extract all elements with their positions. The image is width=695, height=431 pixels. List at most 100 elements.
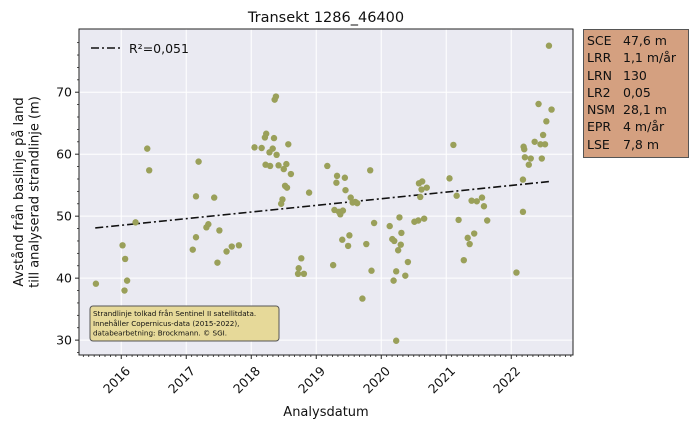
- data-point: [121, 287, 128, 294]
- legend: R²=0,051: [91, 41, 189, 56]
- data-point: [453, 192, 460, 199]
- stat-row-lr2: LR2 0,05: [587, 84, 688, 101]
- data-point: [205, 221, 212, 228]
- data-point: [368, 267, 375, 274]
- data-point: [283, 160, 290, 168]
- data-point: [484, 217, 491, 224]
- data-point: [404, 258, 412, 266]
- data-point: [354, 199, 361, 207]
- data-point: [189, 246, 196, 253]
- data-point: [192, 234, 200, 241]
- data-point: [272, 93, 280, 100]
- data-point: [460, 256, 467, 264]
- data-point: [119, 242, 126, 249]
- data-point: [270, 134, 278, 142]
- stat-row-lse: LSE 7,8 m: [587, 136, 688, 153]
- data-point: [398, 229, 405, 237]
- data-point: [342, 186, 349, 194]
- x-tick-label: 2018: [230, 363, 263, 396]
- data-point: [541, 141, 549, 148]
- x-axis-label: Analysdatum: [283, 405, 368, 420]
- x-tick-label: 2020: [360, 363, 393, 396]
- data-point: [525, 161, 532, 168]
- stat-row-nsm: NSM 28,1 m: [587, 101, 688, 118]
- data-point: [324, 162, 331, 170]
- data-point: [537, 141, 544, 148]
- data-point: [415, 217, 422, 224]
- data-point: [480, 203, 488, 210]
- y-tick-label: 40: [56, 271, 72, 286]
- stat-value: 1,1 m/år: [623, 50, 677, 66]
- data-point: [464, 234, 471, 242]
- annotation-line: Strandlinje tolkad från Sentinel II sate…: [93, 309, 256, 318]
- y-tick-labels: 30 40 50 60 70: [56, 85, 72, 348]
- data-point: [341, 174, 349, 181]
- stat-key: EPR: [587, 119, 612, 135]
- data-point: [446, 175, 453, 182]
- data-point: [473, 198, 480, 205]
- data-point: [535, 100, 542, 108]
- data-point: [300, 270, 308, 278]
- data-point: [402, 272, 409, 279]
- data-point: [279, 196, 286, 203]
- data-point: [298, 255, 305, 262]
- data-point: [235, 242, 243, 249]
- stat-row-lrn: LRN 130: [587, 67, 688, 84]
- data-point: [344, 242, 352, 250]
- data-point: [450, 141, 457, 149]
- data-point: [390, 277, 397, 284]
- y-tick-label: 30: [56, 333, 72, 348]
- data-point: [527, 155, 534, 162]
- stat-value: 0,05: [623, 84, 651, 100]
- data-point: [92, 280, 100, 287]
- data-point: [258, 144, 265, 152]
- data-point: [513, 269, 520, 276]
- data-point: [543, 118, 550, 125]
- data-point: [283, 184, 291, 191]
- plot-frame: [78, 28, 574, 356]
- data-point: [363, 240, 370, 248]
- stat-row-sce: SCE 47,6 m: [587, 32, 688, 49]
- stat-key: LR2: [587, 84, 611, 100]
- data-point: [275, 162, 282, 169]
- stat-value: 130: [623, 67, 647, 83]
- statistics-box: SCE 47,6 m LRR 1,1 m/år LRN 130 LR2 0,05 NSM…: [583, 29, 689, 158]
- data-point: [211, 194, 218, 201]
- data-point: [519, 176, 527, 183]
- data-point: [423, 184, 430, 191]
- data-point: [329, 261, 337, 269]
- annotation-box: Strandlinje tolkad från Sentinel II sate…: [89, 305, 280, 342]
- stat-row-lrr: LRR 1,1 m/år: [587, 49, 688, 66]
- data-point: [468, 197, 475, 204]
- data-points: [92, 42, 555, 344]
- data-point: [285, 141, 292, 148]
- stat-value: 47,6 m: [623, 33, 667, 48]
- x-tick-label: 2022: [490, 363, 523, 396]
- data-point: [195, 158, 202, 165]
- x-tick-label: 2019: [295, 363, 328, 396]
- data-point: [295, 265, 302, 272]
- data-point: [455, 216, 462, 224]
- data-point: [394, 247, 402, 254]
- grid-lines: [75, 29, 573, 359]
- data-point: [415, 180, 423, 187]
- data-point: [386, 222, 393, 230]
- plot-area-background: [79, 29, 573, 355]
- y-axis-label-line: till analyserad strandlinje (m): [28, 96, 43, 288]
- y-tick-label: 60: [56, 147, 72, 162]
- x-tick-label: 2021: [425, 363, 458, 396]
- x-tick-labels: 2016 2017 2018 2019 2020 2021 2022: [100, 363, 523, 396]
- y-axis-label: Avstånd från baslinje på landtill analys…: [12, 96, 43, 288]
- data-point: [466, 240, 473, 248]
- data-point: [521, 154, 529, 161]
- trend-line: [95, 180, 551, 229]
- stat-key: LSE: [587, 136, 610, 152]
- annotation-line: Innehåller Copernicus-data (2015-2022),: [93, 319, 239, 328]
- y-tick-label: 50: [56, 209, 72, 224]
- data-point: [367, 167, 374, 174]
- data-point: [192, 193, 200, 200]
- stat-key: NSM: [587, 102, 616, 118]
- data-point: [417, 193, 424, 201]
- data-point: [266, 162, 274, 170]
- stat-key: SCE: [587, 33, 612, 48]
